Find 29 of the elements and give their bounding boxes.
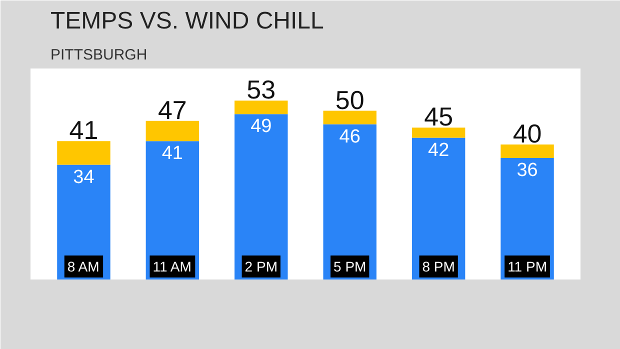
- chart-subtitle: PITTSBURGH: [50, 46, 148, 64]
- total-label: 40: [512, 118, 542, 149]
- bar: [57, 141, 110, 165]
- total-label: 53: [246, 74, 276, 105]
- total-label: 45: [424, 102, 454, 132]
- x-tick-label: 8 AM: [67, 258, 100, 274]
- x-tick-label: 11 PM: [508, 258, 547, 274]
- data-label: 42: [428, 140, 450, 161]
- bar: [323, 110, 376, 124]
- bar: [146, 120, 200, 142]
- bar: [234, 100, 288, 114]
- data-label: 46: [339, 126, 360, 148]
- data-label: 49: [250, 116, 272, 138]
- bar: [412, 128, 466, 138]
- total-label: 50: [335, 84, 364, 115]
- bar: [234, 114, 288, 280]
- bar: [412, 138, 466, 280]
- data-label: 36: [516, 160, 538, 182]
- x-tick-label: 2 PM: [244, 258, 278, 274]
- data-label: 34: [73, 166, 95, 188]
- bar: [500, 144, 554, 158]
- x-tick-label: 5 PM: [334, 258, 366, 274]
- bar: [323, 124, 376, 280]
- chart-title: TEMPS VS. WIND CHILL: [50, 8, 324, 34]
- total-label: 41: [69, 115, 98, 146]
- x-tick-label: 8 PM: [422, 258, 455, 274]
- data-label: 41: [162, 143, 184, 164]
- x-tick-label: 11 AM: [152, 258, 192, 274]
- total-label: 47: [158, 94, 187, 125]
